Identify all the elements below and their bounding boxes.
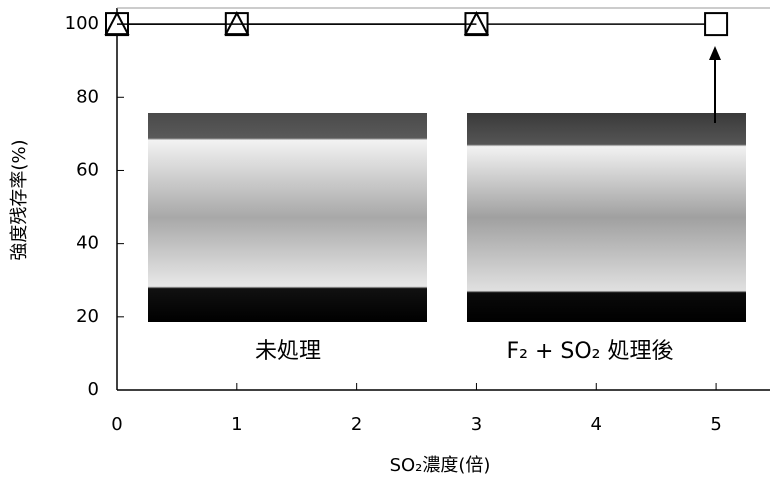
y-tick-label: 80 [76,86,99,107]
sem-image [467,113,746,322]
arrow-head [709,46,721,60]
y-tick-label: 40 [76,233,99,254]
x-tick-label: 4 [591,414,602,435]
y-axis-label: 強度残存率(%) [9,139,30,260]
x-tick-label: 1 [231,414,242,435]
y-tick-label: 0 [88,379,99,400]
chart: 未処理 F₂ + SO₂ 処理後 SO₂濃度(倍) 強度残存率(%) 02040… [0,0,771,479]
y-tick-label: 100 [65,13,99,34]
square-marker [705,13,727,35]
x-tick-label: 0 [111,414,122,435]
y-tick-label: 20 [76,306,99,327]
x-tick-label: 2 [351,414,362,435]
sem-image [148,113,427,322]
y-tick-label: 60 [76,159,99,180]
x-axis-label: SO₂濃度(倍) [390,455,491,476]
x-tick-label: 5 [710,414,721,435]
x-tick-label: 3 [471,414,482,435]
caption: F₂ + SO₂ 処理後 [507,339,674,364]
caption: 未処理 [255,339,321,364]
